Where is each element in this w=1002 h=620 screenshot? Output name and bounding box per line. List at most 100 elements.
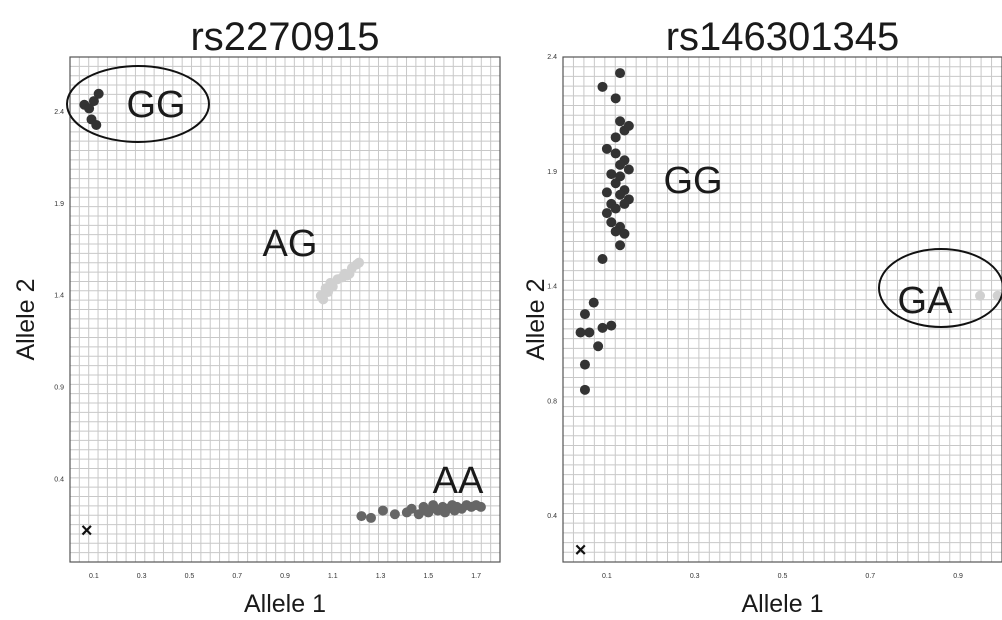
data-point (610, 148, 621, 159)
data-point (992, 290, 1002, 301)
data-point (588, 297, 599, 308)
y-tick-label: 0.9 (54, 385, 64, 392)
x-tick-label: 0.3 (690, 573, 700, 580)
x-tick-label: 1.3 (376, 573, 386, 580)
data-point (366, 512, 376, 523)
data-point (597, 81, 608, 92)
data-point (584, 327, 595, 338)
chart-title: rs146301345 (666, 15, 900, 59)
data-point (597, 322, 608, 333)
data-point (88, 96, 99, 107)
x-tick-label: 1.7 (471, 573, 481, 580)
data-point (601, 208, 612, 219)
data-point (610, 132, 621, 143)
scatter-panel-rs2270915: rs2270915 Allele 1 Allele 2 0.1 0.3 0.5 0.7 0.9… (12, 15, 501, 618)
data-point (430, 503, 441, 514)
y-axis-label: Allele 2 (522, 279, 550, 361)
data-point (593, 341, 604, 352)
data-point (323, 287, 333, 298)
series-aa (356, 500, 486, 523)
y-tick-label: 2.4 (54, 109, 64, 116)
data-point (342, 270, 353, 281)
series-ga (975, 290, 1002, 301)
cluster-ellipse-ga (878, 248, 1002, 328)
x-tick-label: 0.3 (137, 573, 147, 580)
data-point (615, 116, 626, 127)
data-point (975, 290, 986, 301)
x-axis-label: Allele 1 (244, 590, 326, 618)
data-point (575, 327, 586, 338)
data-point (619, 198, 630, 209)
data-point (579, 384, 590, 395)
data-point (610, 178, 621, 189)
data-point (597, 254, 608, 264)
x-tick-label: 0.7 (232, 573, 242, 580)
cluster-label-aa: AA (433, 460, 484, 502)
data-point (601, 143, 612, 154)
x-tick-label: 0.1 (89, 573, 99, 580)
data-point (610, 203, 621, 214)
data-point (606, 169, 617, 180)
data-point (615, 68, 626, 79)
y-axis-label: Allele 2 (12, 279, 40, 361)
y-tick-label: 0.4 (54, 476, 64, 483)
cluster-label-ga: GA (898, 280, 954, 322)
cluster-label-gg: GG (126, 84, 185, 126)
data-point (615, 159, 626, 170)
series-ag (315, 257, 365, 305)
y-tick-label: 1.9 (547, 169, 557, 176)
data-point (606, 217, 617, 228)
data-point (351, 259, 362, 270)
data-point (93, 88, 104, 99)
data-point (606, 320, 617, 331)
data-point (610, 226, 621, 237)
data-point (619, 228, 630, 239)
data-point (579, 309, 590, 320)
x-tick-label: 0.7 (865, 573, 875, 580)
data-point (623, 120, 634, 131)
data-point (377, 505, 388, 516)
no-call-x-marker: × (81, 520, 93, 542)
data-point (615, 189, 626, 200)
scatter-panel-rs146301345: rs146301345 Allele 1 Allele 2 0.1 0.3 0.5 0.7 0… (522, 15, 1002, 618)
data-point (579, 359, 590, 370)
y-tick-label: 1.9 (54, 201, 64, 208)
y-tick-label: 0.4 (547, 513, 557, 520)
x-tick-label: 0.5 (185, 573, 195, 580)
grid (562, 56, 1002, 563)
series-gg (79, 88, 104, 130)
chart-title: rs2270915 (190, 15, 379, 59)
data-point (601, 187, 612, 198)
data-point (406, 503, 417, 514)
data-point (615, 240, 626, 251)
cluster-label-gg: GG (663, 160, 722, 202)
x-tick-label: 0.9 (280, 573, 290, 580)
data-point (475, 501, 486, 512)
data-point (356, 511, 367, 522)
data-point (440, 507, 451, 518)
x-tick-label: 1.5 (423, 573, 433, 580)
y-tick-label: 1.4 (54, 293, 64, 300)
cluster-label-ag: AG (263, 223, 318, 265)
data-point (449, 505, 460, 516)
data-point (420, 505, 431, 516)
y-tick-label: 1.4 (547, 284, 557, 291)
no-call-x-marker: × (575, 540, 587, 562)
y-tick-label: 0.8 (547, 398, 557, 405)
cluster-ellipse-gg (66, 65, 210, 143)
data-point (610, 93, 621, 104)
data-point (389, 509, 400, 520)
x-tick-label: 0.9 (953, 573, 963, 580)
x-tick-label: 1.1 (328, 573, 338, 580)
data-point (84, 103, 95, 114)
series-gg (575, 68, 634, 395)
y-tick-label: 2.4 (547, 54, 557, 61)
x-axis-label: Allele 1 (742, 590, 824, 618)
data-point (318, 294, 329, 305)
x-tick-label: 0.1 (602, 573, 612, 580)
plot-frame (562, 56, 1002, 563)
x-tick-label: 0.5 (778, 573, 788, 580)
plot-frame (69, 56, 501, 563)
data-point (91, 119, 102, 130)
